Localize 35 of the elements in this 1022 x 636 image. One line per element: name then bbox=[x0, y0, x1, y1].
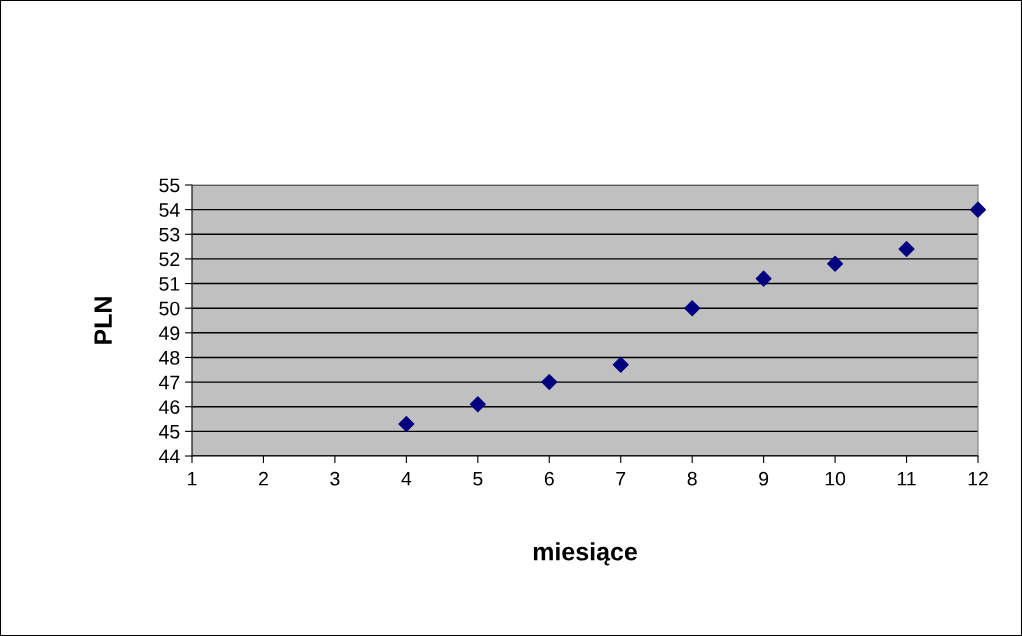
y-axis-title: PLN bbox=[94, 297, 112, 344]
x-axis-title: miesiące bbox=[533, 542, 637, 566]
x-tick-label: 4 bbox=[401, 471, 412, 486]
y-tick-label: 48 bbox=[159, 350, 180, 365]
x-tick-label: 12 bbox=[968, 471, 988, 486]
point bbox=[398, 415, 415, 432]
x-tick-label: 7 bbox=[616, 471, 626, 486]
y-tick-label: 49 bbox=[159, 326, 180, 341]
y-tick-label: 50 bbox=[159, 301, 180, 316]
x-tick-label: 10 bbox=[825, 471, 846, 486]
x-tick-label: 3 bbox=[330, 471, 340, 486]
y-tick-label: 52 bbox=[159, 252, 180, 267]
x-tick-label: 9 bbox=[759, 471, 769, 486]
y-tick-label: 46 bbox=[159, 400, 180, 414]
point bbox=[469, 396, 486, 413]
point bbox=[970, 201, 986, 218]
x-tick-label: 5 bbox=[473, 471, 483, 486]
y-tick-label: 55 bbox=[159, 178, 180, 193]
x-tick-label: 11 bbox=[897, 471, 916, 486]
point bbox=[684, 300, 701, 317]
point bbox=[755, 270, 772, 287]
x-tick-label: 6 bbox=[544, 471, 554, 486]
y-tick-label: 51 bbox=[159, 277, 180, 291]
point bbox=[612, 356, 629, 373]
point bbox=[541, 374, 558, 391]
point bbox=[827, 255, 844, 272]
point bbox=[898, 241, 915, 258]
y-tick-label: 45 bbox=[159, 425, 180, 439]
y-tick-label: 54 bbox=[159, 203, 180, 217]
y-tick-label: 53 bbox=[159, 227, 180, 242]
y-tick-label: 44 bbox=[159, 449, 180, 464]
x-tick-label: 1 bbox=[188, 471, 197, 486]
x-tick-label: 8 bbox=[687, 471, 697, 486]
y-tick-label: 47 bbox=[159, 375, 180, 390]
x-tick-label: 2 bbox=[259, 471, 268, 486]
